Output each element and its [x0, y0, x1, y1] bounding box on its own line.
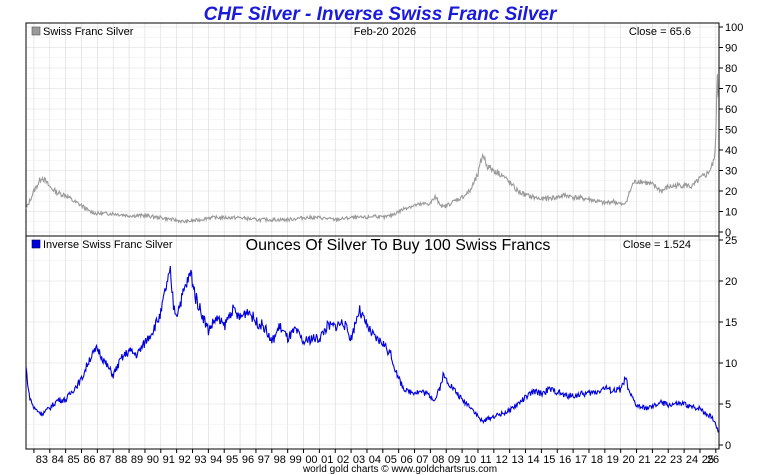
- bottom-series: [25, 265, 719, 433]
- bottom-y-tick-label: 25: [725, 235, 737, 247]
- x-tick-label: 86: [83, 454, 95, 466]
- bottom-y-tick-label: 15: [725, 317, 737, 329]
- bottom-y-tick-label: 0: [725, 440, 731, 452]
- x-tick-label: 02: [337, 454, 349, 466]
- x-tick-label: 85: [67, 454, 79, 466]
- x-tick-label: 83: [36, 454, 48, 466]
- x-tick-label: 17: [575, 454, 587, 466]
- x-tick-label: 19: [607, 454, 619, 466]
- x-tick-label: 05: [385, 454, 397, 466]
- x-tick-label: 08: [432, 454, 444, 466]
- x-tick-label: 92: [178, 454, 190, 466]
- x-tick-label: 03: [353, 454, 365, 466]
- top-y-tick-label: 90: [725, 43, 737, 55]
- x-tick-label: 10: [464, 454, 476, 466]
- x-tick-label: 90: [147, 454, 159, 466]
- x-tick-label: 01: [321, 454, 333, 466]
- x-tick-label: 21: [638, 454, 650, 466]
- top-y-tick-label: 80: [725, 63, 737, 75]
- x-axis: 83 84 85 86 87 88 89 90 91 92 93 94 95 96 97 98 99 00 01 02…: [33, 449, 719, 466]
- bottom-series-line: [25, 265, 719, 433]
- x-tick-label: 25: [702, 454, 714, 466]
- x-tick-label: 88: [115, 454, 127, 466]
- bottom-panel-grid: [26, 236, 719, 449]
- bottom-y-axis: 0 5 10 15 20 25: [719, 235, 737, 452]
- x-tick-label: 95: [226, 454, 238, 466]
- x-tick-label: 15: [543, 454, 555, 466]
- top-date-label: Feb-20 2026: [354, 26, 416, 38]
- x-tick-label: 13: [511, 454, 523, 466]
- top-y-tick-label: 100: [725, 22, 743, 34]
- x-tick-label: 09: [448, 454, 460, 466]
- x-tick-label: 07: [416, 454, 428, 466]
- top-y-tick-label: 20: [725, 186, 737, 198]
- top-y-axis: 0 10 20 30 40 50 60 70 80 90 100: [719, 22, 743, 239]
- top-y-tick-label: 60: [725, 104, 737, 116]
- x-tick-label: 24: [686, 454, 698, 466]
- x-tick-label: 04: [369, 454, 381, 466]
- bottom-y-tick-label: 5: [725, 399, 731, 411]
- x-tick-label: 26: [707, 454, 719, 466]
- x-tick-label: 06: [400, 454, 412, 466]
- top-series: [25, 74, 719, 224]
- x-tick-label: 11: [480, 454, 491, 466]
- top-series-line: [25, 74, 719, 224]
- bottom-subtitle: Ounces Of Silver To Buy 100 Swiss Francs: [246, 237, 551, 254]
- x-tick-label: 94: [210, 454, 222, 466]
- top-y-tick-label: 0: [725, 227, 731, 239]
- bottom-y-tick-label: 20: [725, 276, 737, 288]
- top-y-tick-label: 30: [725, 166, 737, 178]
- bottom-legend-label: Inverse Swiss Franc Silver: [43, 239, 173, 251]
- x-tick-label: 22: [654, 454, 666, 466]
- x-tick-label: 14: [527, 454, 539, 466]
- top-y-tick-label: 10: [725, 207, 737, 219]
- bottom-y-tick-label: 10: [725, 358, 737, 370]
- top-close-label: Close = 65.6: [629, 26, 691, 38]
- x-tick-label: 23: [670, 454, 682, 466]
- x-tick-label: 87: [99, 454, 111, 466]
- x-tick-label: 20: [622, 454, 634, 466]
- x-tick-label: 16: [559, 454, 571, 466]
- x-tick-label: 93: [194, 454, 206, 466]
- credit-text: world gold charts © www.goldchartsrus.co…: [302, 464, 497, 475]
- top-legend-label: Swiss Franc Silver: [43, 26, 134, 38]
- x-tick-label: 99: [289, 454, 301, 466]
- top-y-tick-label: 70: [725, 84, 737, 96]
- bottom-legend-swatch: [31, 239, 41, 249]
- bottom-close-label: Close = 1.524: [623, 239, 691, 251]
- x-tick-label: 91: [163, 454, 175, 466]
- x-tick-label: 89: [131, 454, 143, 466]
- top-legend-swatch: [31, 26, 41, 36]
- top-y-tick-label: 50: [725, 125, 737, 137]
- chart-title: CHF Silver - Inverse Swiss Franc Silver: [204, 4, 558, 25]
- x-tick-label: 97: [258, 454, 270, 466]
- top-panel-grid: [26, 23, 719, 236]
- bottom-panel-frame: [25, 235, 720, 450]
- x-tick-label: 96: [242, 454, 254, 466]
- x-tick-label: 18: [591, 454, 603, 466]
- x-tick-label: 84: [52, 454, 64, 466]
- top-y-tick-label: 40: [725, 145, 737, 157]
- x-tick-label: 00: [305, 454, 317, 466]
- x-tick-label: 12: [496, 454, 508, 466]
- x-tick-label: 98: [274, 454, 286, 466]
